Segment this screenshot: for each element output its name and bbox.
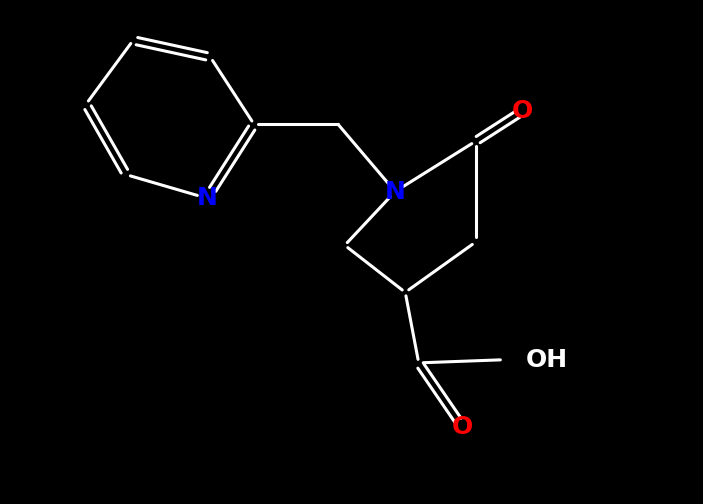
- Text: O: O: [452, 415, 473, 438]
- Text: OH: OH: [527, 348, 568, 371]
- Text: N: N: [385, 179, 406, 204]
- Text: O: O: [512, 99, 534, 123]
- Text: N: N: [197, 186, 217, 210]
